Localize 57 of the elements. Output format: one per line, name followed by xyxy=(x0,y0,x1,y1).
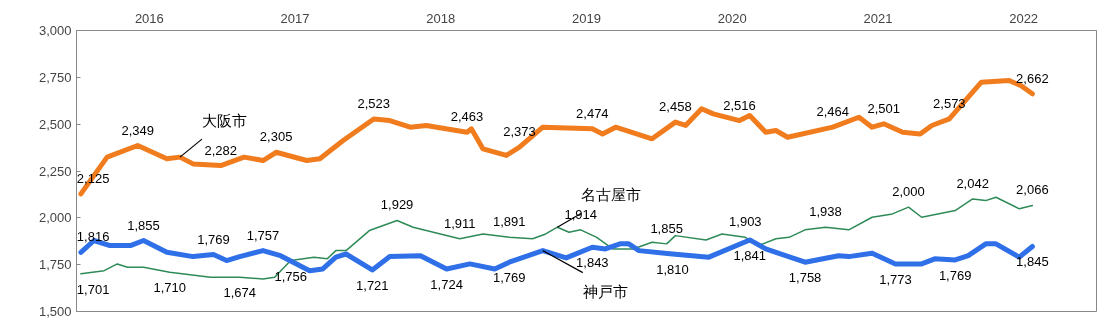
annotation: 2,458 xyxy=(659,99,692,115)
annotation: 1,816 xyxy=(76,229,110,245)
x-tick-label: 2016 xyxy=(134,10,164,26)
x-tick-label: 2018 xyxy=(426,10,456,26)
annotation: 1,757 xyxy=(246,227,280,243)
annotation: 2,373 xyxy=(503,124,536,140)
annotation: 1,855 xyxy=(127,217,160,233)
y-tick-label: 2,750 xyxy=(38,69,72,85)
annotation: 1,773 xyxy=(879,271,912,287)
annotation: 1,903 xyxy=(729,214,762,230)
annotation: 2,501 xyxy=(867,100,901,116)
annotation: 2,463 xyxy=(450,109,484,125)
annotation: 2,662 xyxy=(1016,70,1049,86)
annotation: 1,721 xyxy=(356,277,389,293)
annotation: 1,710 xyxy=(153,280,187,296)
annotation: 2,516 xyxy=(723,97,756,113)
y-tick-label: 3,000 xyxy=(38,23,72,38)
y-tick-label: 2,250 xyxy=(38,163,72,179)
series-label: 神戸市 xyxy=(582,282,628,300)
annotation: 1,756 xyxy=(274,268,307,284)
annotation: 1,891 xyxy=(493,214,526,230)
annotation: 2,474 xyxy=(576,105,609,121)
y-tick-label: 1,750 xyxy=(38,257,72,273)
x-tick-label: 2022 xyxy=(1009,10,1039,26)
annotation: 2,464 xyxy=(816,104,850,120)
annotation: 2,305 xyxy=(259,129,293,145)
annotation: 1,845 xyxy=(1016,254,1049,270)
x-tick-label: 2017 xyxy=(280,10,310,26)
x-tick-label: 2020 xyxy=(717,10,747,26)
annotation: 2,066 xyxy=(1016,182,1049,198)
annotation: 1,758 xyxy=(788,270,822,286)
annotation: 1,938 xyxy=(809,204,842,220)
y-tick-label: 2,000 xyxy=(38,210,72,226)
annotation: 1,841 xyxy=(733,247,766,263)
series-label: 大阪市 xyxy=(201,112,247,130)
annotation: 1,724 xyxy=(430,276,463,292)
annotation: 1,701 xyxy=(76,281,110,297)
annotation: 1,929 xyxy=(380,197,414,213)
annotation: 1,843 xyxy=(576,255,609,271)
annotation: 2,042 xyxy=(956,175,989,191)
y-tick-label: 2,500 xyxy=(38,116,72,132)
annotation: 2,282 xyxy=(204,142,238,158)
annotation: 1,911 xyxy=(443,215,476,231)
annotation: 2,000 xyxy=(892,184,925,200)
annotation: 2,523 xyxy=(357,95,391,111)
annotation: 1,769 xyxy=(197,231,230,247)
annotation: 2,349 xyxy=(121,122,154,138)
annotation: 1,674 xyxy=(223,285,256,301)
annotation: 1,855 xyxy=(650,220,683,236)
x-tick-label: 2019 xyxy=(572,10,601,26)
y-tick-label: 1,500 xyxy=(38,304,72,319)
series-label: 名古屋市 xyxy=(581,186,642,204)
annotation: 1,769 xyxy=(938,267,972,283)
annotation: 1,914 xyxy=(564,206,597,222)
annotation: 1,810 xyxy=(656,261,689,277)
x-tick-label: 2021 xyxy=(863,10,893,26)
annotation: 1,769 xyxy=(493,270,526,286)
